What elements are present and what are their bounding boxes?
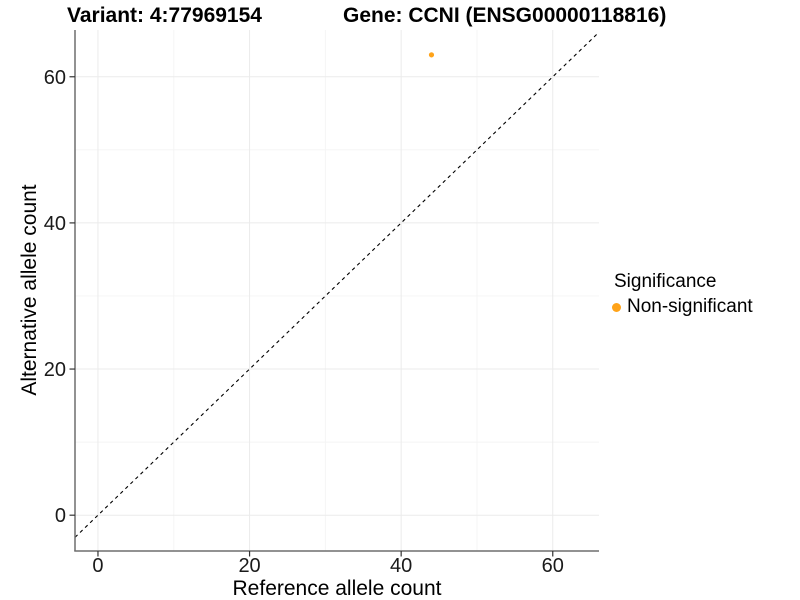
- legend-title: Significance: [614, 271, 717, 292]
- x-tick-label: 20: [238, 555, 260, 577]
- legend-item-label: Non-significant: [627, 296, 753, 317]
- legend-point-swatch-icon: [612, 302, 621, 312]
- plot-title-variant: Variant: 4:77969154: [67, 4, 262, 27]
- y-tick-label: 20: [44, 359, 66, 381]
- identity-line: [74, 31, 600, 538]
- plot-title-gene: Gene: CCNI (ENSG00000118816): [343, 4, 667, 27]
- y-tick-label: 60: [44, 67, 66, 89]
- y-axis-label: Alternative allele count: [18, 184, 41, 396]
- legend: Significance Non-significant: [612, 271, 753, 318]
- x-tick-label: 60: [542, 555, 564, 577]
- x-tick-label: 0: [92, 555, 103, 577]
- x-tick-label: 40: [390, 555, 412, 577]
- x-axis-label: Reference allele count: [232, 577, 442, 600]
- data-point: [428, 52, 435, 58]
- legend-item: Non-significant: [612, 296, 753, 318]
- y-tick-label: 0: [55, 505, 66, 527]
- y-tick-label: 40: [44, 213, 66, 235]
